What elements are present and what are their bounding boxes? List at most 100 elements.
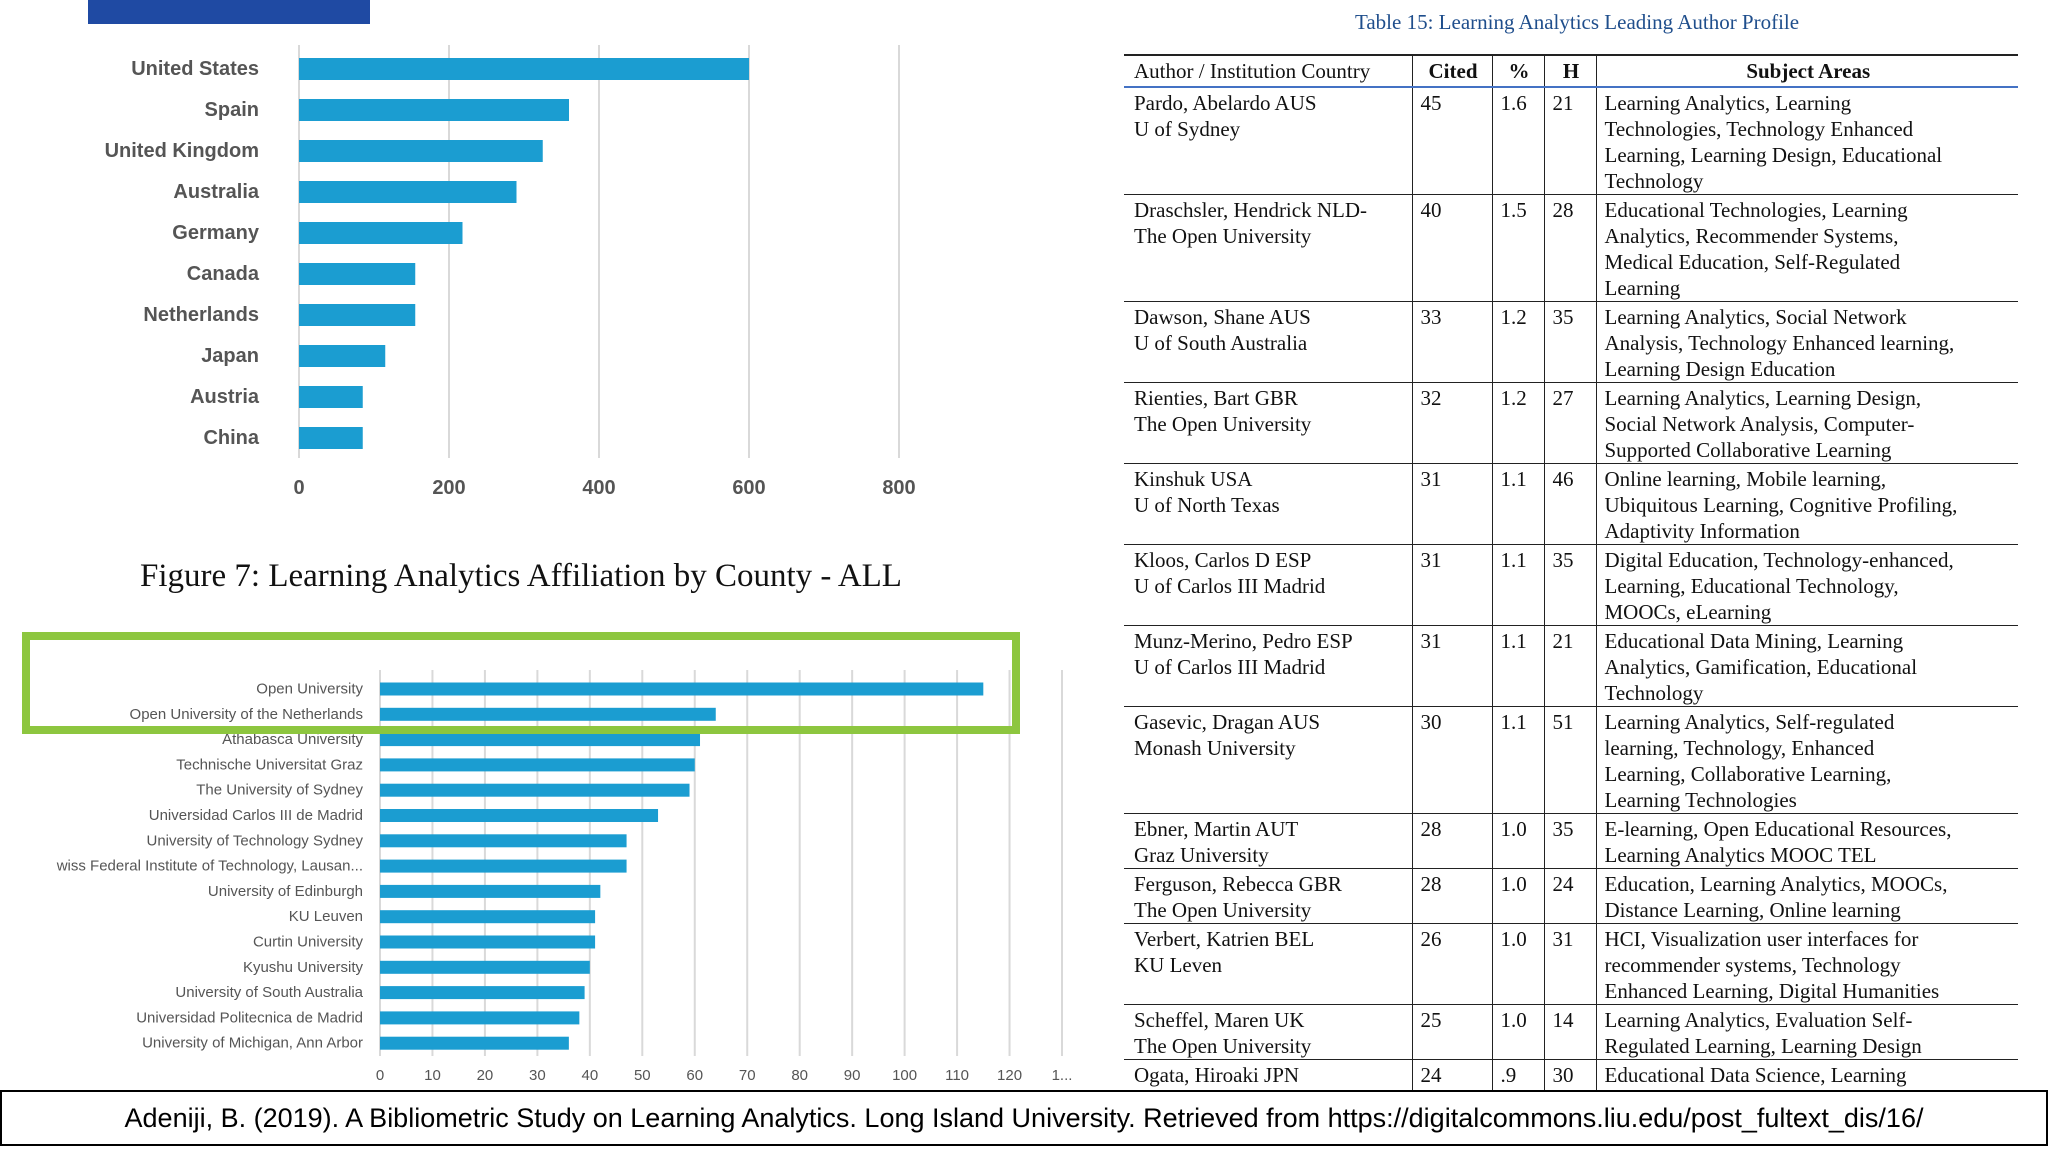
author-line: U of South Australia [1134, 331, 1308, 355]
x-tick-label: 200 [432, 477, 465, 499]
bar [380, 1011, 580, 1025]
h-cell: 27 [1543, 382, 1596, 464]
subject-line: Ubiquitous Learning, Cognitive Profiling… [1604, 493, 1958, 517]
author-cell: Munz-Merino, Pedro ESP U of Carlos III Ma… [1124, 625, 1412, 707]
table-row: Verbert, Katrien BEL KU Leven 26 1.0 31 HCI, … [1124, 923, 2018, 1005]
author-cell: Kinshuk USA U of North Texas [1124, 463, 1412, 545]
x-tick-label: 1... [1052, 1067, 1073, 1084]
table-row: Kinshuk USA U of North Texas 31 1.1 46 Online… [1124, 463, 2018, 545]
author-line: U of North Texas [1134, 493, 1280, 517]
cited-cell: 33 [1411, 301, 1492, 383]
author-line: Kinshuk USA [1134, 467, 1253, 491]
institution-affiliation-chart: Open University Open University of the Ne… [56, 670, 1073, 1084]
author-cell: Pardo, Abelardo AUS U of Sydney [1124, 87, 1412, 195]
cited-cell: 32 [1411, 382, 1492, 464]
subjects-cell: E-learning, Open Educational Resources, L… [1595, 813, 2018, 869]
bar [299, 222, 463, 244]
subjects-cell: Digital Education, Technology-enhanced, L… [1595, 544, 2018, 626]
subject-line: Analytics, Mobile and Ubiquitous [1605, 1088, 2015, 1090]
subjects-cell: Learning Analytics, Evaluation Self- Regu… [1595, 1004, 2018, 1060]
bar [299, 427, 363, 449]
bar [380, 884, 601, 898]
author-line: Gasevic, Dragan AUS [1134, 710, 1321, 734]
subject-line: Learning, Educational Technology, [1604, 574, 1899, 598]
category-label: University of Edinburgh [208, 883, 363, 900]
pct-cell: 1.1 [1491, 544, 1544, 626]
author-line: Scheffel, Maren UK [1134, 1008, 1305, 1032]
category-label: Universidad Politecnica de Madrid [136, 1009, 363, 1026]
subject-line: Adaptivity Information [1604, 519, 1800, 543]
category-label: Canada [187, 263, 260, 285]
table-row: Ebner, Martin AUT Graz University 28 1.0 35 E… [1124, 813, 2018, 869]
cited-cell: 31 [1411, 463, 1492, 545]
subjects-cell: Online learning, Mobile learning, Ubiquit… [1595, 463, 2018, 545]
author-line: Monash University [1134, 736, 1296, 760]
category-label: Netherlands [143, 304, 259, 326]
h-cell: 14 [1543, 1004, 1596, 1060]
table-row: Gasevic, Dragan AUS Monash University 30 1.… [1124, 706, 2018, 814]
table-row: Scheffel, Maren UK The Open University 25 1… [1124, 1004, 2018, 1060]
category-label: China [203, 427, 259, 449]
subject-line: Analysis, Technology Enhanced learning, [1604, 331, 1955, 355]
h-cell: 35 [1543, 301, 1596, 383]
author-cell: Scheffel, Maren UK The Open University [1124, 1004, 1412, 1060]
author-line: The Open University [1134, 1034, 1312, 1058]
table-row: Draschsler, Hendrick NLD- The Open Univer… [1124, 194, 2018, 302]
x-tick-label: 0 [293, 477, 304, 499]
author-cell: Rienties, Bart GBR The Open University [1124, 382, 1412, 464]
author-cell: Ebner, Martin AUT Graz University [1124, 813, 1412, 869]
subject-line: Supported Collaborative Learning [1604, 438, 1892, 462]
author-line: Pardo, Abelardo AUS [1134, 91, 1317, 115]
h-cell: 35 [1543, 544, 1596, 626]
author-cell: Kloos, Carlos D ESP U of Carlos III Madri… [1124, 544, 1412, 626]
subject-line: Learning Analytics MOOC TEL [1604, 843, 1877, 867]
h-cell: 35 [1543, 813, 1596, 869]
h-cell: 21 [1543, 87, 1596, 195]
citation: Adeniji, B. (2019). A Bibliometric Study… [0, 1090, 2048, 1146]
subject-line: Technology [1604, 681, 1704, 705]
pct-cell: 1.0 [1491, 923, 1544, 1005]
author-line: Kloos, Carlos D ESP [1134, 548, 1312, 572]
h-cell: 31 [1543, 923, 1596, 1005]
h-cell: 28 [1543, 194, 1596, 302]
bar [380, 834, 627, 848]
h-cell: 24 [1543, 868, 1596, 924]
category-label: Japan [201, 345, 259, 367]
table-viewport: Author / Institution Country Cited % H S… [1124, 54, 2018, 1090]
author-line: Ogata, Hiroaki JPN [1134, 1063, 1300, 1087]
author-line: U of Sydney [1134, 117, 1241, 141]
author-line: U of Carlos III Madrid [1134, 655, 1326, 679]
bar [380, 960, 590, 974]
bar [380, 707, 716, 721]
h-cell: 51 [1543, 706, 1596, 814]
x-tick-label: 80 [791, 1067, 808, 1084]
subject-line: Technologies, Technology Enhanced [1604, 117, 1914, 141]
table-header-row: Author / Institution Country Cited % H S… [1124, 54, 2018, 88]
bar [299, 181, 517, 203]
h-cell: 21 [1543, 625, 1596, 707]
pct-cell: 1.1 [1491, 625, 1544, 707]
pct-cell: 1.1 [1491, 706, 1544, 814]
subjects-cell: Educational Data Mining, Learning Analyti… [1595, 625, 2018, 707]
pct-cell: 1.2 [1491, 382, 1544, 464]
subject-line: Learning [1604, 276, 1681, 300]
header-subject-areas: Subject Areas [1595, 54, 2018, 88]
header-percent: % [1491, 54, 1544, 88]
subject-line: E-learning, Open Educational Resources, [1604, 817, 1952, 841]
x-tick-label: 30 [529, 1067, 546, 1084]
cited-cell: 31 [1411, 625, 1492, 707]
subject-line: Learning, Collaborative Learning, [1604, 762, 1892, 786]
h-cell: 46 [1543, 463, 1596, 545]
subject-line: Regulated Learning, Learning Design [1604, 1034, 1922, 1058]
author-line: Dawson, Shane AUS [1134, 305, 1311, 329]
subject-line: Social Network Analysis, Computer- [1604, 412, 1915, 436]
x-tick-label: 800 [882, 477, 915, 499]
cited-cell: 31 [1411, 544, 1492, 626]
author-profile-table: Author / Institution Country Cited % H S… [1124, 54, 2018, 1090]
subject-line: Educational Technologies, Learning [1604, 198, 1908, 222]
category-label: Athabasca University [222, 731, 363, 748]
cited-cell: 40 [1411, 194, 1492, 302]
bar [299, 58, 749, 80]
bar [380, 1036, 569, 1050]
bar [299, 304, 416, 326]
